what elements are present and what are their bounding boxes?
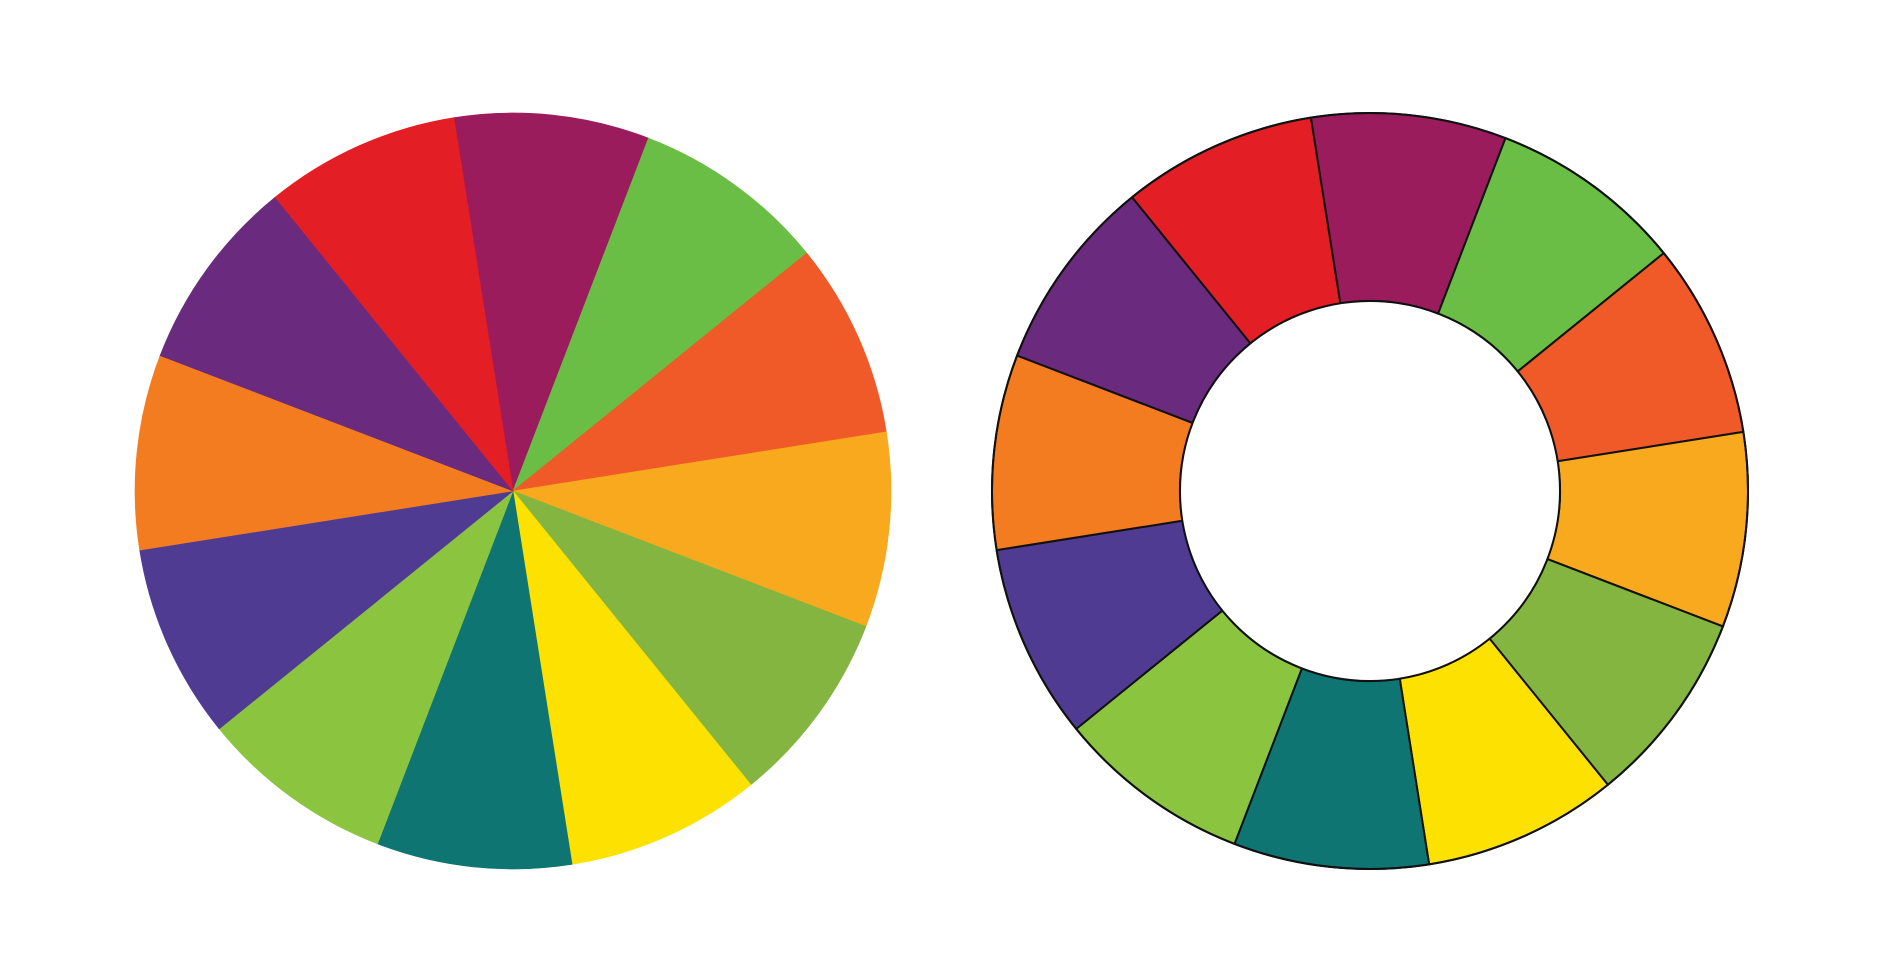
ring-color-wheel-center-hole: [1179, 300, 1561, 682]
solid-color-wheel-segment-green: [512, 137, 808, 492]
ring-color-wheel: [991, 112, 1749, 870]
ring-color-wheel-outer-rim: [991, 112, 1749, 870]
solid-color-wheel-segment-red: [274, 117, 514, 493]
solid-color-wheel-segment-magenta: [453, 112, 649, 493]
solid-color-wheel-segment-blue-violet: [139, 490, 515, 730]
solid-color-wheel-segment-red-orange: [511, 252, 887, 492]
solid-color-wheel-segment-yellow-green: [512, 490, 867, 786]
solid-color-wheel-segment-lime-green: [218, 490, 514, 845]
solid-color-wheel: [134, 112, 892, 870]
solid-color-wheel-segment-orange: [134, 355, 515, 551]
solid-color-wheel-segment-teal: [377, 489, 573, 870]
solid-color-wheel-segment-yellow: [512, 489, 752, 865]
solid-color-wheel-segment-violet: [159, 196, 514, 492]
solid-color-wheel-segment-yellow-orange: [511, 431, 892, 627]
